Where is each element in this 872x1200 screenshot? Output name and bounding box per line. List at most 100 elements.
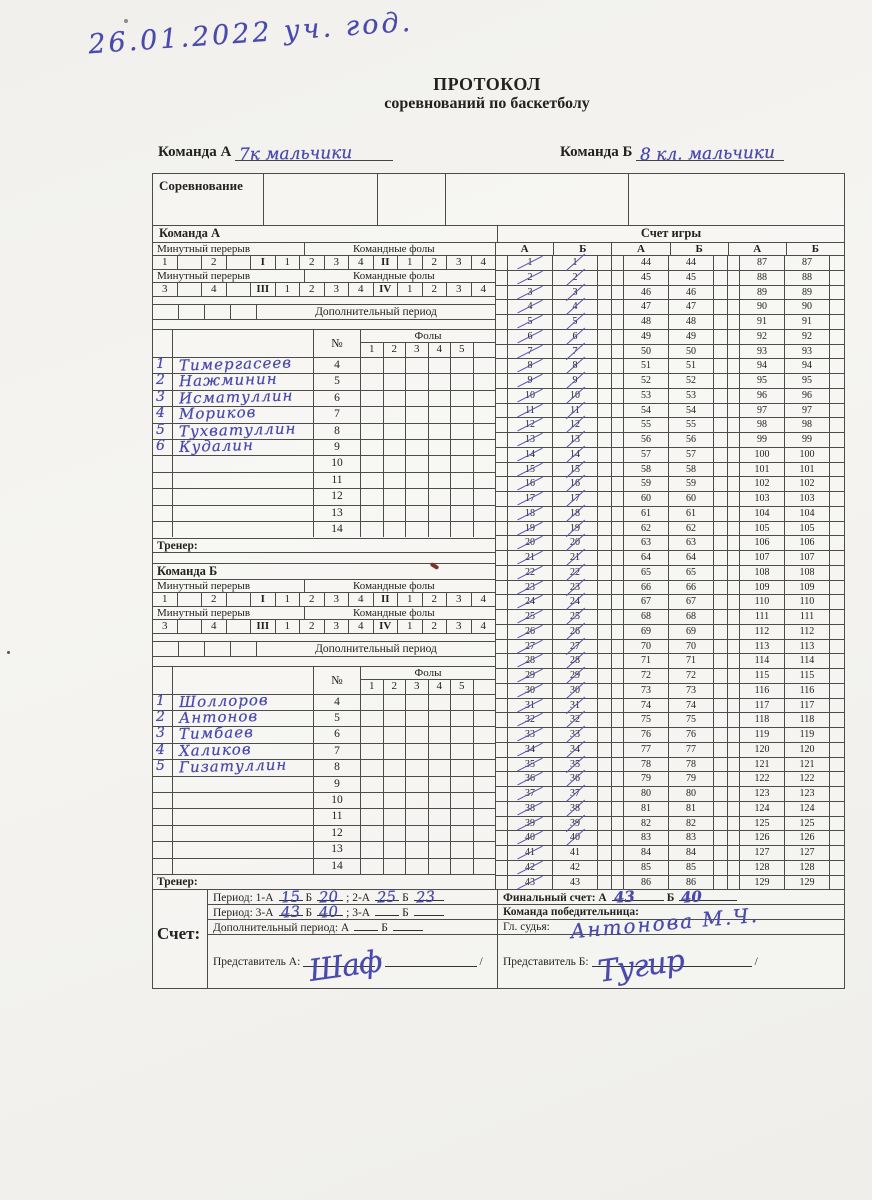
grid-cell: 3 — [447, 619, 472, 633]
player-name-cell: Исматуллин — [173, 386, 314, 407]
score-number-a: 54 — [624, 403, 669, 418]
foul-cell — [384, 472, 406, 489]
score-number-a: 89 — [740, 285, 785, 300]
foul-cell — [429, 842, 451, 858]
player-fouls-cells — [361, 825, 495, 842]
player-index-cell: 2 — [153, 709, 173, 727]
score-tick-cell — [714, 831, 728, 845]
score-number-a: 102 — [740, 477, 785, 491]
score-tick-cell — [598, 521, 612, 536]
foul-cell — [361, 776, 384, 792]
foul-cell — [406, 809, 429, 825]
score-tick-cell — [714, 610, 728, 624]
score-tick-cell — [830, 625, 844, 639]
player-row: 13 — [153, 505, 495, 523]
grid-cell: 5 — [451, 679, 474, 694]
foul-cell — [384, 792, 406, 809]
player-number-cell: 6 — [314, 727, 361, 743]
score-number-a: 61 — [624, 506, 669, 521]
grid-cell: II — [374, 592, 398, 606]
score-tick-cell — [830, 699, 844, 713]
score-number-b: 23 — [553, 580, 598, 595]
score-number-a: 76 — [624, 728, 669, 742]
player-row: 14 — [153, 858, 495, 874]
score-tick-cell — [612, 624, 624, 639]
grid-cell: 3 — [153, 283, 178, 296]
score-tick-cell — [830, 389, 844, 403]
foul-cell — [429, 489, 451, 505]
score-number-b: 77 — [669, 742, 714, 757]
foul-cell — [429, 743, 451, 760]
score-number-b: 61 — [669, 506, 714, 521]
score-tick-cell — [728, 757, 740, 772]
foul-cell — [451, 489, 474, 505]
score-number-a: 36 — [508, 772, 553, 786]
score-number-a: 103 — [740, 492, 785, 506]
score-tick-cell — [612, 846, 624, 860]
foul-cell — [451, 358, 474, 374]
score-row: 21 21 64 64 107 107 — [496, 551, 844, 566]
minute-break-label: Минутный перерыв — [153, 579, 305, 592]
footer-label: Период: 3-А — [213, 907, 274, 919]
handwritten-value: 40 — [318, 902, 339, 922]
player-row: 11 — [153, 809, 495, 826]
player-name-cell — [173, 456, 314, 472]
score-number-a: 85 — [624, 860, 669, 875]
minute-break-label: Минутный перерыв — [153, 270, 305, 282]
score-number-a: 49 — [624, 329, 669, 344]
score-tick-cell — [612, 359, 624, 373]
score-number-b: 114 — [785, 654, 830, 668]
foul-cell — [384, 776, 406, 792]
score-tick-cell — [612, 418, 624, 432]
periods-column: Период: 1-А 15 Б 20; 2-А 25 Б 23 Период: 3-А 43… — [208, 887, 498, 989]
handwritten-player-index: 4 — [156, 405, 165, 422]
foul-cell — [361, 456, 384, 472]
score-tick-cell — [612, 300, 624, 314]
score-tick-cell — [598, 447, 612, 462]
score-tick-cell — [598, 536, 612, 550]
score-row: 29 29 72 72 115 115 — [496, 669, 844, 684]
footer-blank-field — [413, 905, 444, 916]
footer-blank-field: 25 — [375, 887, 400, 907]
foul-cell — [406, 743, 429, 760]
player-fouls-cells — [361, 423, 495, 440]
referee-label: Гл. судья: — [503, 921, 550, 933]
score-number-a: 86 — [624, 875, 669, 890]
score-number-a: 3 — [508, 285, 553, 300]
player-fouls-cells — [361, 694, 495, 710]
grid-cell: 2 — [300, 592, 325, 606]
section-header-row: Команда А Счет игры — [153, 226, 844, 243]
score-tick-cell — [612, 403, 624, 418]
score-tick-cell — [598, 669, 612, 683]
score-tick-cell — [496, 344, 508, 359]
score-number-a: 68 — [624, 610, 669, 624]
foul-cell — [384, 440, 406, 456]
footer-label: Финальный счет: А — [503, 892, 607, 904]
score-tick-cell — [496, 728, 508, 742]
score-number-b: 45 — [669, 270, 714, 285]
score-number-a: 87 — [740, 256, 785, 270]
score-number-b: 90 — [785, 300, 830, 314]
score-number-b: 44 — [669, 256, 714, 270]
score-tick-cell — [728, 595, 740, 609]
foul-cell — [406, 440, 429, 456]
score-number-b: 68 — [669, 610, 714, 624]
grid-cell: 3 — [406, 343, 429, 357]
score-number-a: 122 — [740, 772, 785, 786]
title-line-2: соревнований по баскетболу — [384, 95, 590, 112]
player-index-cell: 2 — [153, 372, 173, 390]
score-number-b: 26 — [553, 624, 598, 639]
foul-cell — [451, 858, 474, 874]
score-number-b: 120 — [785, 742, 830, 757]
score-number-a: 116 — [740, 683, 785, 698]
grid-cell: 3 — [447, 256, 472, 269]
score-tick-cell — [496, 772, 508, 786]
player-name-cell — [173, 505, 314, 522]
score-number-a: 26 — [508, 624, 553, 639]
grid-cell: 2 — [300, 619, 325, 633]
score-tick-cell — [714, 860, 728, 875]
score-number-b: 125 — [785, 816, 830, 831]
score-grid-body: 1 1 44 44 87 87 2 2 45 45 88 88 3 3 46 46 89 89 4 4 47 47 90 90… — [496, 256, 844, 890]
team-a-fouls-cells-1: 1 2 I 1 2 3 4 II 1 2 3 4 — [153, 256, 495, 270]
